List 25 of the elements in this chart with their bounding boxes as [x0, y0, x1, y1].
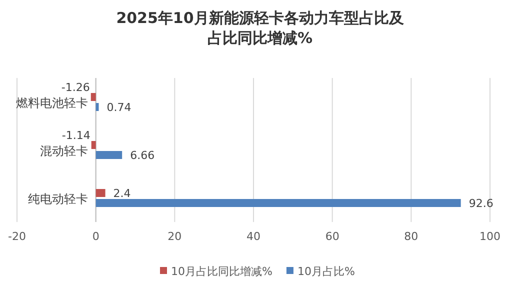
y-tick-label: 燃料电池轻卡	[16, 96, 88, 110]
legend-label: 10月占比同比增减%	[171, 265, 272, 278]
x-tick-label: 100	[480, 230, 500, 243]
data-label: 2.4	[113, 187, 131, 200]
bar	[90, 93, 96, 101]
bar	[96, 199, 461, 207]
bar	[96, 151, 122, 159]
bar	[96, 189, 106, 197]
data-label: 92.6	[468, 197, 494, 210]
data-label: 0.74	[106, 101, 132, 114]
bar	[91, 141, 96, 149]
y-tick-label: 纯电动轻卡	[28, 192, 88, 206]
data-label: 6.66	[130, 149, 155, 162]
chart-title: 2025年10月新能源轻卡各动力车型占比及占比同比增减%	[115, 8, 405, 48]
x-tick-label: -20	[8, 230, 26, 243]
x-tick-label: 60	[325, 230, 340, 243]
data-label: -1.26	[61, 81, 90, 94]
x-tick-label: 40	[246, 230, 260, 243]
data-label: -1.14	[62, 129, 90, 142]
x-tick-label: 80	[404, 230, 418, 243]
legend-label: 10月占比%	[297, 265, 355, 278]
x-tick-label: 20	[168, 230, 182, 243]
y-tick-label: 混动轻卡	[40, 144, 88, 158]
bar	[96, 103, 99, 111]
x-tick-label: 0	[92, 230, 100, 243]
